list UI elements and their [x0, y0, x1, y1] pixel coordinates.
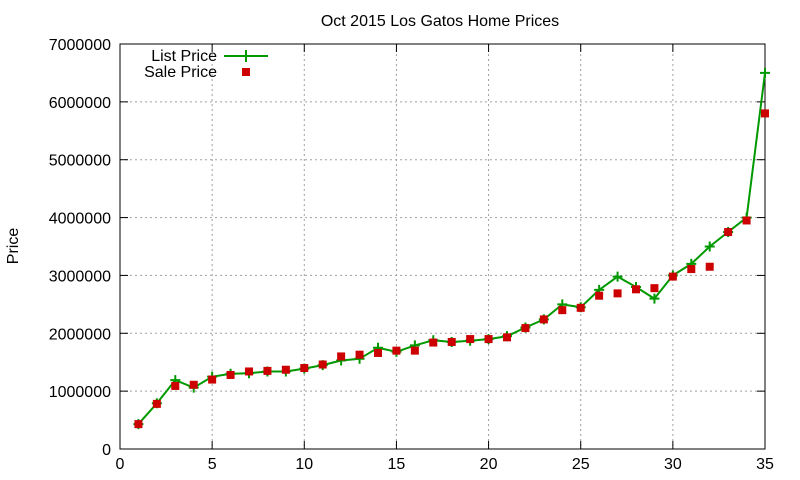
y-tick-label: 5000000 — [49, 153, 111, 170]
data-point-marker — [447, 337, 456, 346]
y-tick-label: 6000000 — [49, 95, 111, 112]
y-axis-label: Price — [5, 228, 22, 265]
data-point-marker — [410, 346, 419, 355]
data-point-marker — [152, 399, 161, 408]
legend-label-sale-price: Sale Price — [144, 64, 217, 81]
x-tick-label: 5 — [208, 456, 217, 473]
data-point-marker — [281, 365, 290, 374]
plot-area-border — [119, 43, 766, 450]
x-tick-label: 25 — [572, 456, 590, 473]
chart-title: Oct 2015 Los Gatos Home Prices — [321, 13, 559, 30]
data-point-marker — [742, 216, 751, 225]
legend: List Price Sale Price — [144, 48, 268, 81]
data-point-marker — [318, 360, 327, 369]
data-point-marker — [429, 338, 438, 347]
data-point-marker — [558, 306, 567, 315]
data-point-marker — [724, 228, 733, 237]
data-point-marker — [613, 289, 622, 298]
data-point-marker — [392, 346, 401, 355]
data-point-marker — [466, 335, 475, 344]
data-point-marker — [208, 375, 217, 384]
legend-marker-list-price — [240, 50, 252, 62]
x-tick-label: 30 — [664, 456, 682, 473]
data-point-marker — [245, 367, 253, 376]
x-tick-label: 15 — [388, 456, 406, 473]
data-point-marker — [189, 380, 198, 389]
data-point-marker — [576, 303, 585, 312]
y-tick-label: 1000000 — [49, 384, 111, 401]
data-point-marker — [374, 348, 382, 357]
data-point-marker — [632, 285, 640, 294]
y-tick-label: 4000000 — [49, 211, 111, 228]
data-point-marker — [649, 293, 660, 304]
data-point-marker — [612, 271, 623, 282]
y-tick-label: 7000000 — [49, 37, 111, 54]
data-point-marker — [760, 67, 770, 78]
grid — [120, 44, 765, 449]
x-tick-label: 0 — [116, 456, 125, 473]
data-point-marker — [705, 262, 714, 271]
y-tick-label: 3000000 — [49, 268, 111, 285]
data-point-marker — [171, 381, 180, 390]
x-tick-label: 20 — [480, 456, 498, 473]
legend-label-list-price: List Price — [151, 48, 217, 65]
data-point-marker — [484, 335, 493, 344]
series-sale-price — [134, 109, 769, 429]
axis-ticks: 0 1000000 2000000 3000000 4000000 5000000 6000… — [49, 37, 774, 473]
data-point-marker — [761, 109, 769, 118]
data-point-marker — [687, 265, 696, 274]
data-point-marker — [521, 324, 530, 333]
data-point-marker — [595, 291, 604, 300]
data-point-marker — [668, 272, 677, 281]
data-point-marker — [263, 366, 272, 375]
series — [133, 67, 770, 430]
data-point-marker — [134, 420, 143, 429]
x-tick-label: 10 — [295, 456, 313, 473]
data-point-marker — [503, 333, 511, 342]
data-point-marker — [539, 315, 548, 324]
data-point-marker — [337, 352, 346, 361]
legend-marker-sale-price — [242, 68, 250, 76]
y-tick-label: 2000000 — [49, 326, 111, 343]
data-point-marker — [355, 350, 364, 359]
x-tick-label: 35 — [756, 456, 774, 473]
data-point-marker — [650, 284, 659, 293]
y-tick-label: 0 — [102, 442, 111, 459]
data-point-marker — [300, 364, 309, 372]
data-point-marker — [226, 370, 235, 379]
data-point-marker — [704, 241, 715, 252]
